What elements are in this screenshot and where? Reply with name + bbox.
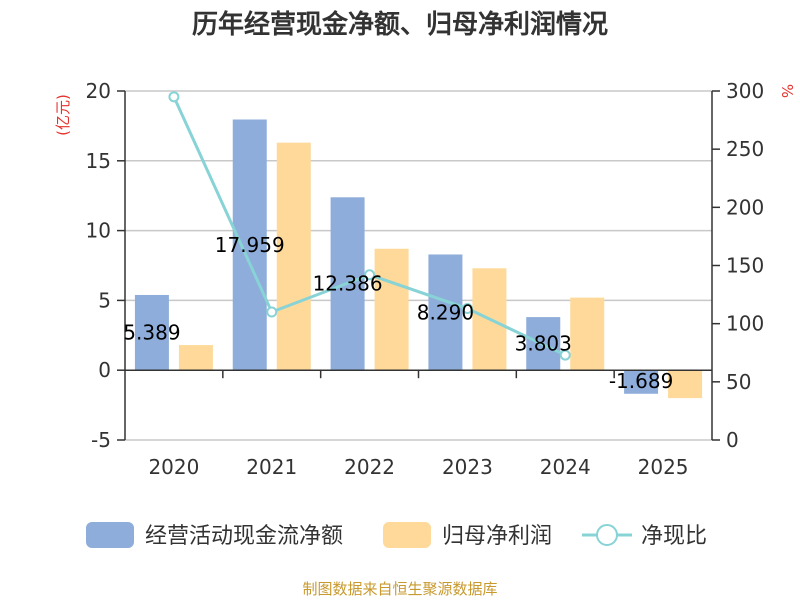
data-label: 17.959 (215, 233, 285, 257)
y-right-tick-label: 150 (726, 254, 764, 278)
y-axis-right-label: % (778, 84, 796, 98)
bar-net-profit (570, 297, 605, 371)
bar-net-profit (178, 345, 213, 371)
x-tick-label: 2020 (148, 455, 199, 479)
data-labels: 5.389 17.959 12.386 8.290 3.803 -1.689 (123, 233, 673, 393)
y-right-tick-label: 300 (726, 79, 764, 103)
legend-swatch-cash-flow (86, 522, 134, 548)
data-label: 12.386 (313, 272, 383, 296)
legend-label: 经营活动现金流净额 (145, 524, 343, 549)
data-label: -1.689 (609, 369, 673, 393)
bar-net-profit (668, 370, 703, 399)
legend-swatch-net-profit (383, 522, 431, 548)
ratio-series-line (172, 96, 566, 357)
y-left-tick-label: 20 (86, 79, 111, 103)
bar-net-profit (374, 248, 409, 371)
x-tick-label: 2024 (540, 455, 591, 479)
ratio-line (168, 91, 571, 361)
y-left-tick-label: 5 (98, 288, 111, 312)
y-left-tick-label: 10 (86, 219, 111, 243)
x-tick-label: 2022 (344, 455, 395, 479)
y-right-tick-label: 200 (726, 195, 764, 219)
data-label: 5.389 (123, 321, 180, 345)
legend-swatch-ratio-marker (596, 524, 618, 546)
bar-cash-flow (232, 119, 267, 371)
bar-cash-flow (428, 254, 463, 371)
ratio-point (559, 349, 571, 361)
ratio-point (461, 303, 473, 315)
y-axis-left-label: (亿元) (54, 94, 72, 136)
x-tick-label: 2025 (638, 455, 689, 479)
ratio-point (168, 91, 180, 103)
x-tick-label: 2021 (246, 455, 297, 479)
data-label: 3.803 (515, 332, 572, 356)
ratio-point (266, 306, 278, 318)
bar-cash-flow (134, 294, 169, 371)
bar-cash-flow (624, 370, 659, 394)
y-right-tick-label: 100 (726, 312, 764, 336)
y-right-tick-label: 50 (726, 370, 751, 394)
y-left-tick-label: -5 (91, 428, 111, 452)
y-right-tick-label: 0 (726, 428, 739, 452)
legend-label: 净现比 (641, 524, 707, 549)
bar-net-profit (276, 142, 311, 371)
chart-title: 历年经营现金净额、归母净利润情况 (192, 9, 608, 40)
y-left-tick-label: 0 (98, 358, 111, 382)
source-note: 制图数据来自恒生聚源数据库 (302, 580, 497, 598)
legend: 经营活动现金流净额 归母净利润 净现比 (86, 522, 707, 549)
y-left-tick-label: 15 (86, 149, 111, 173)
legend-label: 归母净利润 (442, 524, 552, 549)
ratio-point (364, 269, 376, 281)
x-tick-label: 2023 (442, 455, 493, 479)
data-label: 8.290 (417, 300, 474, 324)
y-right-tick-label: 250 (726, 137, 764, 161)
